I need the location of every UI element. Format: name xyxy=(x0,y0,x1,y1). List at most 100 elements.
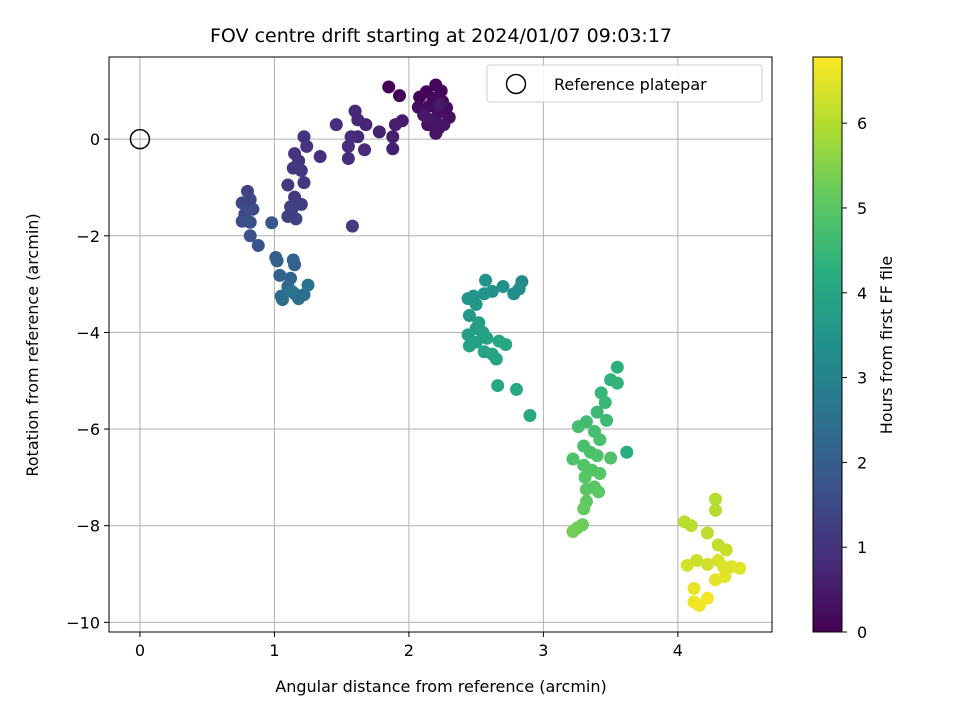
scatter-point xyxy=(479,273,493,287)
colorbar-label: Hours from first FF file xyxy=(877,256,896,435)
scatter-point xyxy=(610,376,624,390)
scatter-point xyxy=(700,526,714,540)
scatter-point xyxy=(429,126,443,140)
scatter-point xyxy=(523,409,537,423)
scatter-point xyxy=(496,280,510,294)
scatter-point xyxy=(341,139,355,153)
x-axis-label: Angular distance from reference (arcmin) xyxy=(275,677,606,696)
scatter-point xyxy=(265,216,279,230)
scatter-point xyxy=(592,485,606,499)
scatter-point xyxy=(620,445,634,459)
scatter-point xyxy=(578,470,592,484)
scatter-point xyxy=(577,502,591,516)
scatter-point xyxy=(243,229,257,243)
scatter-point xyxy=(275,293,289,307)
chart-title: FOV centre drift starting at 2024/01/07 … xyxy=(210,25,672,47)
scatter-point xyxy=(300,139,314,153)
scatter-point xyxy=(509,382,523,396)
x-tick-label: 3 xyxy=(538,641,548,660)
scatter-point xyxy=(288,258,302,272)
y-tick-label: −8 xyxy=(76,517,100,536)
scatter-point xyxy=(273,268,287,282)
scatter-points xyxy=(235,78,747,612)
reference-platepar-marker xyxy=(129,128,151,150)
scatter-point xyxy=(341,151,355,165)
scatter-point xyxy=(593,433,607,447)
scatter-point xyxy=(489,352,503,366)
colorbar-gradient xyxy=(812,56,843,633)
scatter-point xyxy=(709,573,723,587)
colorbar: 0 1 2 3 4 5 6 Hours from first FF file xyxy=(812,56,896,642)
legend-box xyxy=(486,64,763,103)
y-axis-label: Rotation from reference (arcmin) xyxy=(23,213,42,476)
scatter-point xyxy=(477,287,491,301)
scatter-point xyxy=(243,215,257,229)
colorbar-tick-label: 5 xyxy=(857,199,867,218)
scatter-point xyxy=(566,452,580,466)
y-tick-label: −2 xyxy=(76,227,100,246)
scatter-point xyxy=(285,284,299,298)
scatter-point xyxy=(469,297,483,311)
colorbar-ticks: 0 1 2 3 4 5 6 xyxy=(842,114,867,642)
scatter-point xyxy=(462,309,476,323)
legend-label: Reference platepar xyxy=(554,75,707,94)
scatter-point xyxy=(345,219,359,233)
scatter-point xyxy=(491,379,505,393)
scatter-point xyxy=(329,118,343,132)
y-tick-label: −6 xyxy=(76,420,100,439)
scatter-point xyxy=(235,196,249,210)
scatter-point xyxy=(593,467,607,481)
legend: Reference platepar xyxy=(486,64,763,103)
scatter-point xyxy=(294,164,308,178)
y-tick-label: −10 xyxy=(66,613,100,632)
scatter-point xyxy=(590,405,604,419)
scatter-point xyxy=(499,338,513,351)
scatter-point xyxy=(433,97,447,111)
y-tick-label: 0 xyxy=(90,130,100,149)
scatter-point xyxy=(462,339,476,353)
scatter-point xyxy=(590,449,604,463)
scatter-point xyxy=(733,561,747,575)
x-tick-label: 2 xyxy=(404,641,414,660)
x-tick-label: 1 xyxy=(269,641,279,660)
y-axis-ticks: −10 −8 −6 −4 −2 0 xyxy=(66,130,109,632)
x-tick-label: 4 xyxy=(673,641,683,660)
scatter-point xyxy=(417,108,431,122)
scatter-point xyxy=(709,503,723,517)
scatter-point xyxy=(301,278,315,292)
scatter-point xyxy=(610,360,624,374)
scatter-point xyxy=(579,482,593,496)
scatter-point xyxy=(348,104,362,118)
scatter-point xyxy=(687,582,701,596)
scatter-point xyxy=(480,331,494,345)
y-tick-label: −4 xyxy=(76,323,100,342)
scatter-point xyxy=(604,451,618,465)
legend-marker xyxy=(505,73,527,95)
scatter-point xyxy=(600,413,614,427)
plot-frame xyxy=(108,56,773,633)
colorbar-tick-label: 3 xyxy=(857,369,867,388)
scatter-point xyxy=(571,420,585,434)
scatter-point xyxy=(680,558,694,572)
scatter-point xyxy=(566,524,580,538)
x-axis-ticks: 0 1 2 3 4 xyxy=(135,632,683,660)
x-tick-label: 0 xyxy=(135,641,145,660)
colorbar-tick-label: 2 xyxy=(857,453,867,472)
colorbar-tick-label: 0 xyxy=(857,623,867,642)
scatter-point xyxy=(709,492,723,506)
scatter-point xyxy=(700,591,714,605)
scatter-point xyxy=(598,395,612,409)
scatter-point xyxy=(437,118,451,132)
scatter-point xyxy=(507,287,521,301)
colorbar-tick-label: 1 xyxy=(857,538,867,557)
colorbar-tick-label: 6 xyxy=(857,114,867,133)
grid-lines xyxy=(109,57,772,632)
scatter-point xyxy=(297,176,311,190)
scatter-point xyxy=(382,80,396,94)
scatter-point xyxy=(719,543,733,557)
scatter-point xyxy=(388,118,402,132)
scatter-point xyxy=(700,557,714,571)
scatter-point xyxy=(251,238,265,252)
scatter-point xyxy=(289,212,303,226)
